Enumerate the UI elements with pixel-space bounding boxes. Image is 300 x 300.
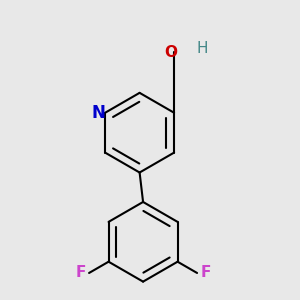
Text: F: F [75, 266, 85, 280]
Text: N: N [92, 104, 106, 122]
Text: H: H [196, 41, 208, 56]
Text: O: O [164, 45, 177, 60]
Text: F: F [200, 266, 211, 280]
